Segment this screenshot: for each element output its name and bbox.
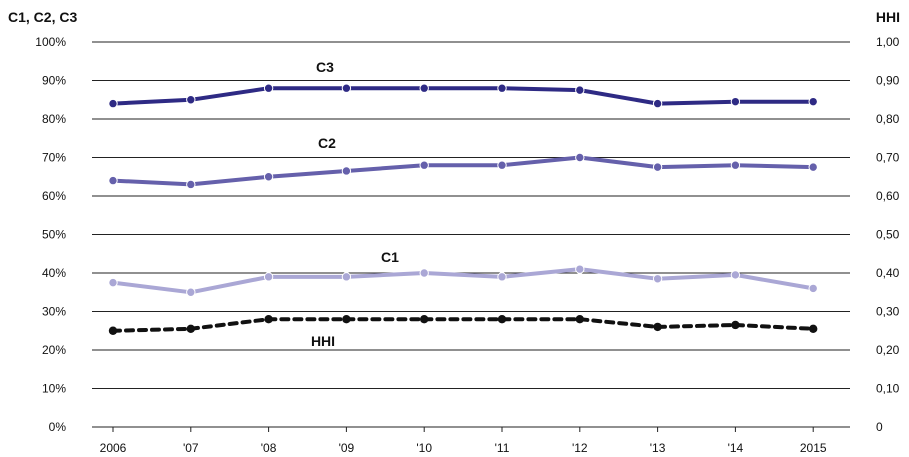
left-tick-label: 80% (42, 112, 66, 126)
right-tick-label: 0,30 (876, 305, 900, 319)
x-axis: 2006 '07 '08 '09 '10 '11 '12 '13 '14 2015 (100, 427, 827, 455)
data-point-c2 (730, 160, 741, 170)
right-axis-title: HHI (876, 9, 900, 25)
data-point-c1 (341, 272, 352, 282)
data-point-hhi (497, 315, 507, 324)
right-tick-label: 0,60 (876, 189, 900, 203)
data-point-c3 (497, 83, 507, 93)
gridlines (92, 41, 850, 428)
data-point-c3 (341, 83, 352, 93)
left-tick-label: 40% (42, 266, 66, 280)
data-point-hhi (342, 315, 351, 324)
series-label-c1: C1 (381, 249, 399, 265)
data-point-c2 (341, 166, 352, 176)
series-label-hhi: HHI (311, 333, 335, 349)
x-tick-label: 2006 (100, 441, 127, 455)
left-tick-label: 60% (42, 189, 66, 203)
data-point-c3 (808, 96, 818, 107)
data-point-hhi (575, 315, 584, 324)
x-tick-label: '13 (650, 441, 666, 455)
data-point-hhi (108, 326, 118, 335)
data-point-c1 (808, 283, 818, 294)
data-point-hhi (809, 324, 818, 334)
right-tick-label: 0,80 (876, 112, 900, 126)
series-line-c1 (111, 267, 816, 295)
data-point-c1 (108, 277, 118, 288)
x-tick-label: '14 (728, 441, 744, 455)
x-tick-label: '09 (339, 441, 355, 455)
left-tick-label: 0% (49, 420, 67, 434)
x-tick-label: '10 (416, 441, 432, 455)
data-point-c1 (186, 287, 196, 297)
x-tick-label: '08 (261, 441, 277, 455)
data-point-hhi (731, 320, 740, 330)
data-point-hhi (186, 324, 195, 334)
data-point-c2 (263, 172, 274, 182)
left-tick-label: 50% (42, 228, 66, 242)
x-tick-label: 2015 (800, 441, 827, 455)
x-tick-label: '11 (495, 441, 510, 455)
right-tick-label: 0,50 (876, 228, 900, 242)
right-tick-label: 0,40 (876, 266, 900, 280)
data-point-hhi (264, 315, 273, 324)
data-point-c3 (730, 96, 741, 107)
data-point-c1 (419, 268, 429, 278)
left-axis: 0% 10% 20% 30% 40% 50% 60% 70% 80% 90% 100% (35, 35, 66, 434)
left-axis-title: C1, C2, C3 (8, 9, 77, 25)
left-tick-label: 90% (42, 74, 66, 88)
left-tick-label: 30% (42, 305, 66, 319)
series-line-c3 (111, 86, 816, 106)
right-tick-label: 0,20 (876, 343, 900, 357)
right-tick-label: 0,70 (876, 151, 900, 165)
data-point-hhi (420, 315, 429, 324)
data-point-c1 (652, 274, 663, 284)
data-point-c2 (186, 179, 196, 190)
data-point-c2 (497, 160, 507, 170)
right-tick-label: 1,00 (876, 35, 900, 49)
data-point-c3 (186, 95, 196, 105)
data-point-c2 (808, 162, 818, 172)
data-point-c2 (575, 152, 585, 163)
series-label-c2: C2 (318, 135, 336, 151)
data-point-c1 (497, 272, 507, 282)
data-point-c3 (652, 98, 663, 109)
left-tick-label: 20% (42, 343, 66, 357)
data-point-hhi (653, 322, 662, 332)
right-tick-label: 0 (876, 420, 883, 434)
data-point-c3 (108, 98, 118, 109)
series-line-c2 (111, 155, 816, 187)
left-tick-label: 70% (42, 151, 66, 165)
left-tick-label: 100% (35, 35, 66, 49)
data-point-c2 (108, 175, 118, 186)
series-label-c3: C3 (316, 59, 334, 75)
data-point-c1 (263, 272, 274, 282)
right-axis: 0 0,10 0,20 0,30 0,40 0,50 0,60 0,70 0,80 0,90 1,0… (876, 35, 900, 434)
data-point-c3 (419, 83, 429, 93)
data-point-c1 (730, 270, 741, 280)
data-point-c3 (575, 85, 585, 95)
series-lines (108, 83, 818, 335)
data-point-c2 (652, 162, 663, 172)
left-tick-label: 10% (42, 382, 66, 396)
x-tick-label: '12 (572, 441, 588, 455)
data-point-c1 (575, 264, 585, 274)
data-point-c3 (263, 83, 274, 93)
x-tick-label: '07 (183, 441, 199, 455)
data-point-c2 (419, 160, 429, 170)
right-tick-label: 0,10 (876, 382, 900, 396)
series-line-hhi (111, 317, 816, 333)
right-tick-label: 0,90 (876, 74, 900, 88)
